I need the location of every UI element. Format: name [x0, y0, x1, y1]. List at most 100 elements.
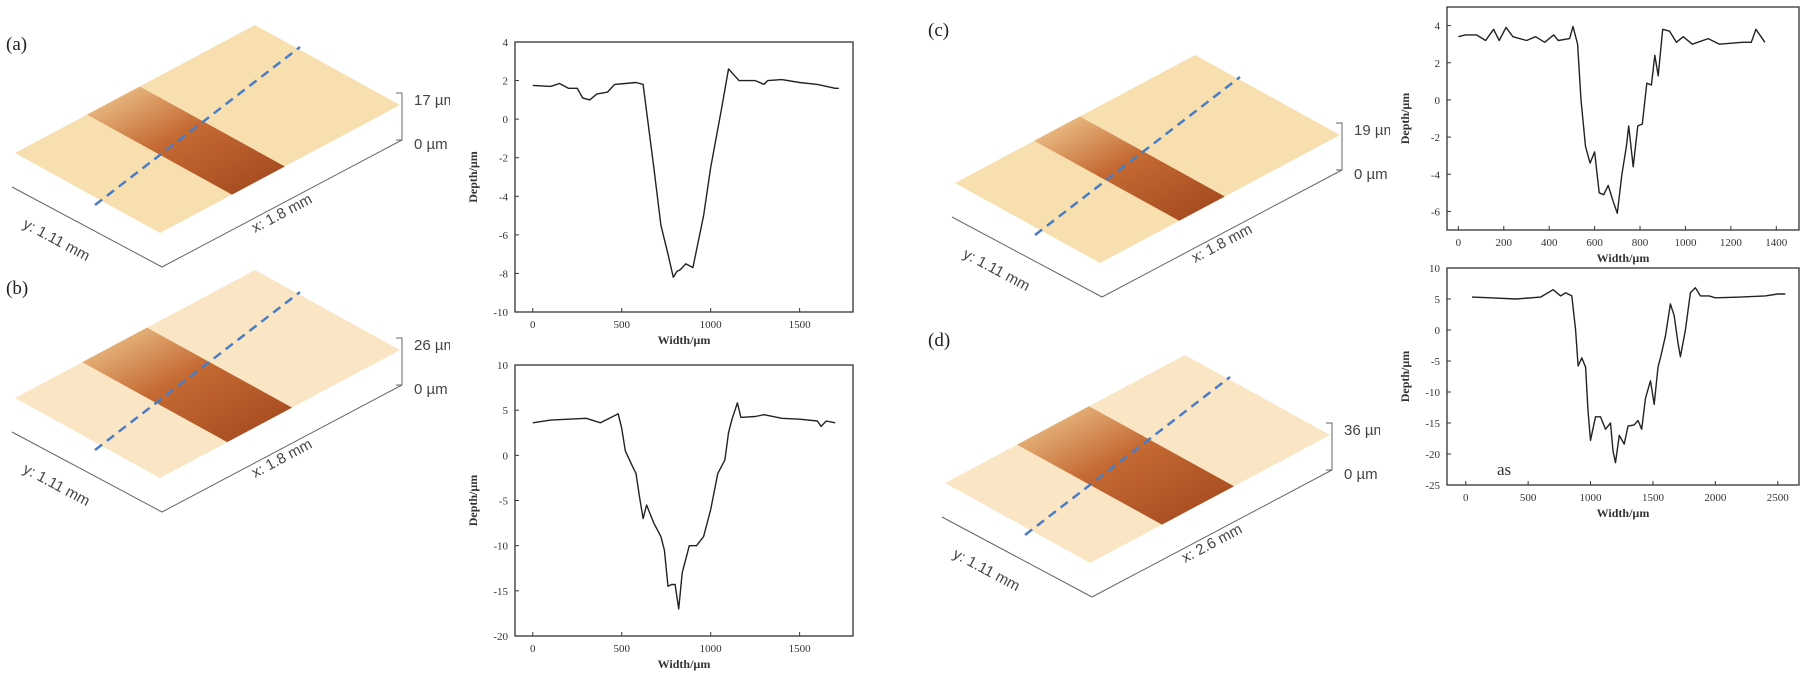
y-tick-label: -4	[1431, 169, 1441, 181]
y-tick-label: 4	[1435, 21, 1441, 33]
x-tick-label: 0	[530, 319, 536, 331]
x-tick-label: 0	[1463, 492, 1469, 504]
y-tick-label: -5	[1431, 356, 1441, 368]
profile-dashed-line	[1024, 376, 1231, 536]
x-tick-label: 1000	[700, 319, 723, 331]
depth-profile-line	[1471, 287, 1786, 464]
z-min-label: 0 µm	[1354, 166, 1388, 183]
y-tick-label: -2	[1431, 132, 1440, 144]
x-tick-label: 1000	[700, 643, 723, 655]
y-axis-title: Depth/µm	[1398, 351, 1412, 403]
y-tick-label: 2	[503, 76, 509, 88]
y-tick-label: -25	[1425, 480, 1440, 492]
y-axis-title: Depth/µm	[1398, 93, 1412, 145]
y-tick-label: -8	[499, 268, 509, 280]
depth-profile-line	[1458, 25, 1766, 214]
surface-3d-image-a: 17 µm0 µmx: 1.8 mmy: 1.11 mm	[11, 25, 450, 268]
z-max-label: 36 µm	[1344, 422, 1380, 439]
plot-frame	[1446, 6, 1800, 231]
x-axis-title: Width/µm	[1597, 251, 1650, 265]
z-min-label: 0 µm	[414, 381, 448, 398]
y-tick-label: -15	[1425, 418, 1440, 430]
z-min-label: 0 µm	[1344, 466, 1378, 483]
z-max-label: 17 µm	[414, 92, 450, 109]
chart-a: 0 500 1000 1500 -10 -8 -6 -4 -2 0 2 4 Width/µm Depth/…	[466, 37, 854, 347]
y-tick-label: 0	[1435, 95, 1441, 107]
x-tick-label: 500	[1520, 492, 1537, 504]
x-axis-title: Width/µm	[658, 333, 711, 347]
panel-label-c: (c)	[928, 20, 950, 41]
x-tick-label: 1000	[1580, 492, 1603, 504]
y-tick-label: -10	[493, 307, 508, 319]
y-tick-label: -10	[1425, 387, 1440, 399]
depth-profile-line	[532, 68, 839, 278]
y-axis-title: Depth/µm	[466, 475, 480, 527]
x-tick-label: 0	[530, 643, 536, 655]
y-tick-label: -5	[499, 496, 509, 508]
y-tick-label: -2	[499, 153, 508, 165]
annotation-text: as	[1497, 460, 1511, 479]
y-tick-label: 5	[1435, 294, 1441, 306]
panel-label-d: (d)	[928, 330, 951, 351]
axis-lines	[11, 384, 403, 513]
x-tick-label: 1500	[789, 319, 812, 331]
y-tick-label: -10	[493, 541, 508, 553]
y-tick-label: -6	[1431, 206, 1441, 218]
plot-frame	[514, 41, 854, 313]
z-min-label: 0 µm	[414, 136, 448, 153]
panel-label-a: (a)	[6, 34, 28, 55]
x-tick-label: 600	[1586, 237, 1603, 249]
profile-dashed-line	[94, 291, 301, 451]
x-tick-label: 1500	[789, 643, 812, 655]
chart-b: 0 500 1000 1500 -20 -15 -10 -5 0 5 10 Width/µm Depth…	[466, 360, 854, 671]
x-tick-label: 2500	[1767, 492, 1790, 504]
y-tick-label: -20	[493, 631, 508, 643]
z-scale-bar	[1326, 422, 1333, 471]
y-tick-label: 0	[1435, 325, 1441, 337]
y-axis-title: Depth/µm	[466, 151, 480, 203]
surface-3d-image-d: 36 µm0 µmx: 2.6 mmy: 1.11 mm	[941, 355, 1380, 598]
y-tick-label: 5	[503, 405, 509, 417]
groove-region	[82, 327, 292, 443]
y-tick-label: 0	[503, 450, 509, 462]
axis-lines	[941, 469, 1333, 598]
surface-3d-image-c: 19 µm0 µmx: 1.8 mmy: 1.11 mm	[951, 55, 1390, 298]
x-tick-label: 1400	[1765, 237, 1788, 249]
z-max-label: 26 µm	[414, 337, 450, 354]
y-tick-label: 0	[503, 114, 509, 126]
y-tick-label: 2	[1435, 58, 1441, 70]
panel-label-b: (b)	[6, 278, 29, 299]
z-scale-bar	[396, 92, 403, 141]
chart-c: 0 200 400 600 800 1000 1200 1400 -6 -4 -2 0 2 4 Width/…	[1398, 6, 1800, 265]
depth-profile-line	[532, 402, 836, 610]
x-axis-title: Width/µm	[1597, 506, 1650, 520]
plot-frame	[1446, 267, 1800, 486]
profile-dashed-line	[94, 46, 301, 206]
y-tick-label: 10	[1429, 263, 1441, 275]
x-tick-label: 500	[613, 319, 630, 331]
groove-region	[87, 86, 285, 195]
axis-lines	[951, 169, 1343, 298]
x-tick-label: 200	[1496, 237, 1513, 249]
x-tick-label: 0	[1456, 237, 1462, 249]
y-tick-label: -15	[493, 586, 508, 598]
z-scale-bar	[1336, 122, 1343, 171]
x-axis-title: Width/µm	[658, 657, 711, 671]
x-tick-label: 400	[1541, 237, 1558, 249]
groove-region	[1017, 406, 1234, 525]
x-tick-label: 1500	[1642, 492, 1665, 504]
plot-frame	[514, 364, 854, 637]
surface-3d-image-b: 26 µm0 µmx: 1.8 mmy: 1.11 mm	[11, 270, 450, 513]
y-tick-label: -20	[1425, 449, 1440, 461]
y-tick-label: -4	[499, 191, 509, 203]
chart-d: 0 500 1000 1500 2000 2500 -25 -20 -15 -10 -5 0 5 10 Wi…	[1398, 263, 1800, 520]
y-tick-label: 10	[497, 360, 509, 372]
y-tick-label: -6	[499, 230, 509, 242]
x-tick-label: 1200	[1720, 237, 1743, 249]
x-tick-label: 2000	[1704, 492, 1727, 504]
groove-region	[1034, 116, 1225, 221]
x-tick-label: 800	[1632, 237, 1649, 249]
x-tick-label: 1000	[1674, 237, 1697, 249]
axis-lines	[11, 139, 403, 268]
